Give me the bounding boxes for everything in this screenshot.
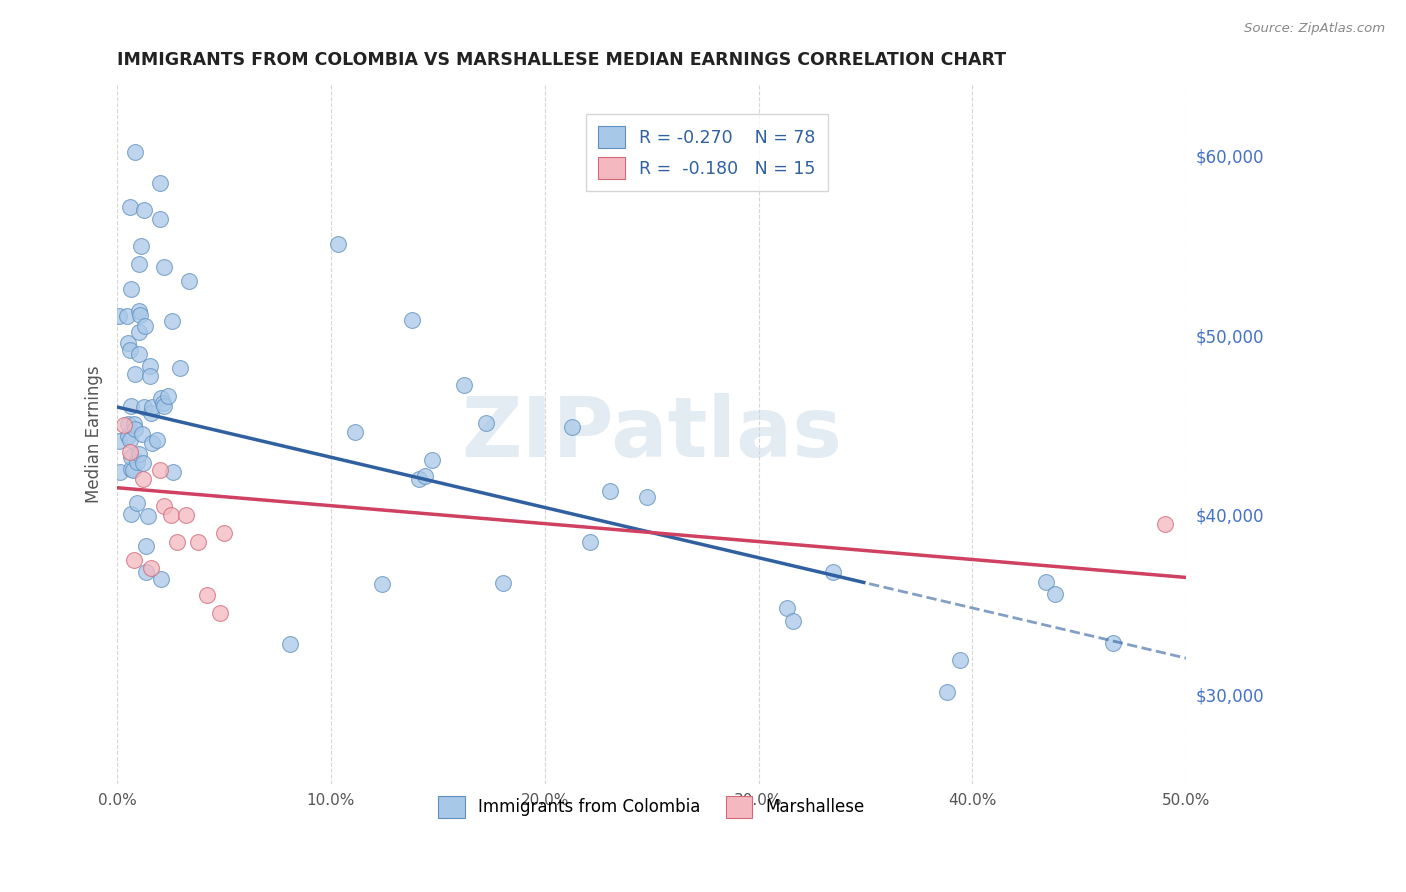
Point (776, 601, 799, 615)
Point (118, 200, 141, 214)
Point (149, 573, 172, 587)
Point (278, 637, 301, 651)
Point (117, 335, 139, 350)
Point (166, 534, 188, 549)
Point (128, 303, 150, 318)
Point (120, 450, 142, 465)
Point (120, 282, 142, 296)
Point (128, 256, 150, 270)
Point (134, 318, 156, 333)
Point (1035, 575, 1057, 590)
Point (1102, 636, 1125, 650)
Point (122, 462, 145, 476)
Point (153, 399, 176, 413)
Point (120, 399, 142, 413)
Point (139, 369, 162, 384)
Point (162, 465, 184, 479)
Point (326, 236, 349, 251)
Point (141, 436, 163, 450)
Point (132, 456, 155, 470)
Point (149, 211, 172, 226)
Point (169, 360, 191, 375)
Y-axis label: Median Earnings: Median Earnings (86, 365, 103, 503)
Point (579, 535, 602, 549)
Point (343, 425, 366, 440)
Point (599, 483, 621, 498)
Point (120, 343, 142, 357)
Point (408, 472, 430, 486)
Point (936, 685, 959, 699)
Point (118, 445, 141, 459)
Point (124, 145, 146, 159)
Point (117, 429, 139, 443)
Point (128, 447, 150, 461)
Point (156, 389, 179, 403)
Point (420, 453, 443, 467)
Point (132, 202, 155, 217)
Point (149, 463, 172, 477)
Point (401, 312, 423, 326)
Point (120, 462, 142, 476)
Point (152, 396, 174, 410)
Point (149, 176, 172, 190)
Text: IMMIGRANTS FROM COLOMBIA VS MARSHALLESE MEDIAN EARNINGS CORRELATION CHART: IMMIGRANTS FROM COLOMBIA VS MARSHALLESE … (117, 51, 1007, 69)
Point (125, 496, 148, 510)
Point (415, 468, 437, 483)
Point (212, 525, 235, 540)
Point (492, 575, 515, 590)
Point (187, 534, 209, 549)
Point (129, 308, 152, 322)
Point (475, 416, 498, 430)
Point (125, 455, 148, 469)
Point (138, 509, 160, 524)
Point (110, 465, 132, 479)
Point (1045, 586, 1067, 600)
Text: ZIPatlas: ZIPatlas (461, 393, 842, 475)
Point (141, 400, 163, 414)
Point (152, 260, 174, 274)
Point (132, 472, 155, 486)
Point (108, 309, 131, 323)
Point (561, 420, 583, 434)
Point (195, 588, 218, 602)
Point (636, 490, 658, 504)
Point (146, 433, 169, 447)
Point (782, 614, 804, 628)
Point (139, 407, 162, 421)
Text: Source: ZipAtlas.com: Source: ZipAtlas.com (1244, 22, 1385, 36)
Point (371, 577, 394, 591)
Point (117, 417, 139, 432)
Point (150, 391, 173, 405)
Point (135, 539, 157, 553)
Point (129, 238, 152, 252)
Point (112, 417, 135, 432)
Point (131, 427, 153, 442)
Point (141, 561, 163, 575)
Point (1153, 516, 1175, 531)
Point (132, 400, 155, 414)
Point (120, 507, 142, 521)
Point (453, 378, 475, 392)
Point (128, 326, 150, 340)
Point (153, 499, 176, 513)
Point (128, 347, 150, 361)
Point (108, 434, 131, 449)
Point (118, 433, 141, 447)
Point (124, 417, 146, 431)
Legend: Immigrants from Colombia, Marshallese: Immigrants from Colombia, Marshallese (432, 789, 872, 824)
Point (949, 653, 972, 667)
Point (208, 607, 231, 621)
Point (124, 552, 146, 566)
Point (117, 309, 139, 323)
Point (174, 508, 197, 522)
Point (138, 359, 160, 374)
Point (135, 566, 157, 580)
Point (124, 422, 146, 436)
Point (821, 565, 844, 579)
Point (159, 508, 181, 522)
Point (177, 275, 200, 289)
Point (160, 313, 183, 327)
Point (124, 368, 146, 382)
